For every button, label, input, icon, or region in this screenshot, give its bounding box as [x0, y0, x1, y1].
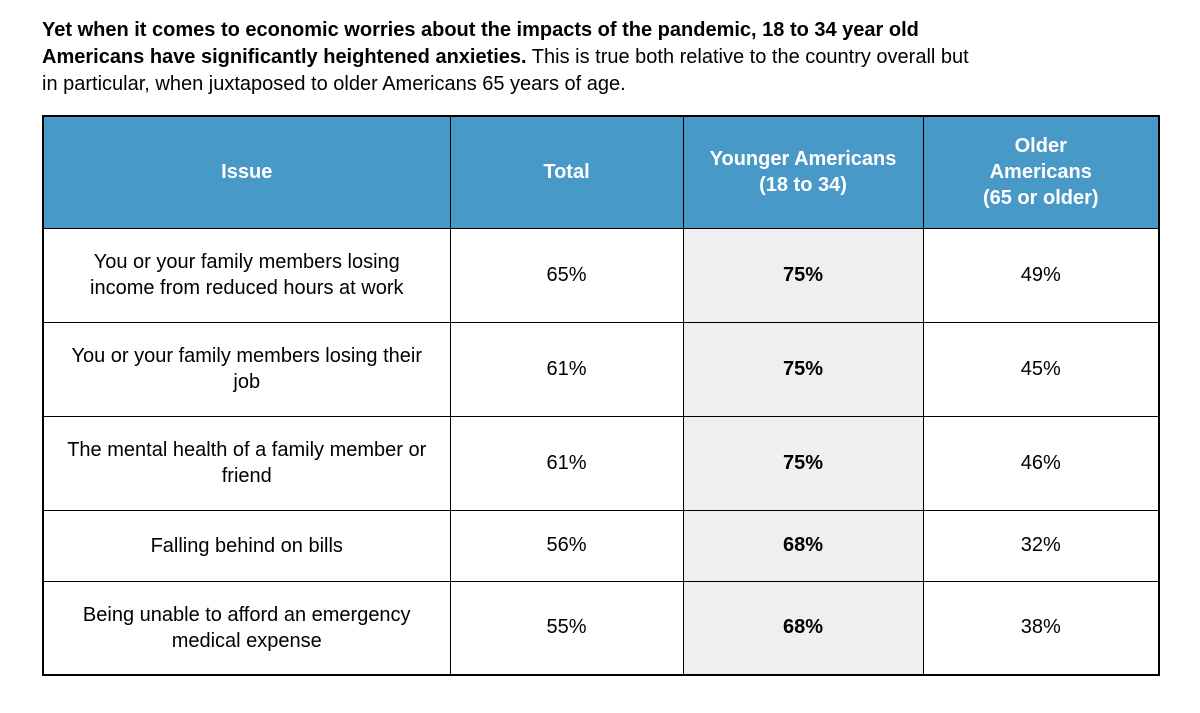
table-body: You or your family members losing income… [42, 227, 1160, 676]
older-americans-cell: 46% [922, 415, 1160, 511]
column-header-younger-americans: Younger Americans (18 to 34) [682, 115, 924, 229]
table-row: The mental health of a family member or … [42, 415, 1160, 511]
younger-americans-cell: 68% [682, 509, 924, 582]
survey-results-table: Issue Total Younger Americans (18 to 34)… [42, 115, 1160, 676]
table-row: You or your family members losing income… [42, 227, 1160, 323]
table-row: Being unable to afford an emergency medi… [42, 580, 1160, 676]
issue-cell: The mental health of a family member or … [42, 415, 451, 511]
issue-cell: Falling behind on bills [42, 509, 451, 582]
older-americans-cell: 49% [922, 227, 1160, 323]
table-header: Issue Total Younger Americans (18 to 34)… [42, 115, 1160, 229]
older-americans-cell: 32% [922, 509, 1160, 582]
older-americans-cell: 38% [922, 580, 1160, 676]
intro-line-2-regular: This is true both relative to the countr… [526, 46, 969, 68]
column-header-older-americans: Older Americans (65 or older) [922, 115, 1160, 229]
table-row: Falling behind on bills 56% 68% 32% [42, 509, 1160, 582]
intro-line-3-regular: in particular, when juxtaposed to older … [42, 73, 626, 95]
younger-americans-cell: 75% [682, 227, 924, 323]
intro-line-1: Yet when it comes to economic worries ab… [42, 19, 919, 41]
total-cell: 61% [449, 415, 684, 511]
older-americans-cell: 45% [922, 321, 1160, 417]
issue-cell: You or your family members losing income… [42, 227, 451, 323]
intro-line-2: Americans have significantly heightened … [42, 46, 969, 68]
intro-line-3: in particular, when juxtaposed to older … [42, 73, 626, 95]
intro-line-1-bold: Yet when it comes to economic worries ab… [42, 19, 919, 41]
intro-line-2-bold: Americans have significantly heightened … [42, 46, 527, 68]
issue-cell: Being unable to afford an emergency medi… [42, 580, 451, 676]
total-cell: 55% [449, 580, 684, 676]
issue-cell: You or your family members losing their … [42, 321, 451, 417]
total-cell: 65% [449, 227, 684, 323]
column-header-issue: Issue [42, 115, 451, 229]
total-cell: 56% [449, 509, 684, 582]
intro-paragraph: Yet when it comes to economic worries ab… [42, 17, 1160, 98]
younger-americans-cell: 75% [682, 321, 924, 417]
table-header-row: Issue Total Younger Americans (18 to 34)… [42, 115, 1160, 229]
column-header-total: Total [449, 115, 684, 229]
table-row: You or your family members losing their … [42, 321, 1160, 417]
younger-americans-cell: 75% [682, 415, 924, 511]
younger-americans-cell: 68% [682, 580, 924, 676]
total-cell: 61% [449, 321, 684, 417]
